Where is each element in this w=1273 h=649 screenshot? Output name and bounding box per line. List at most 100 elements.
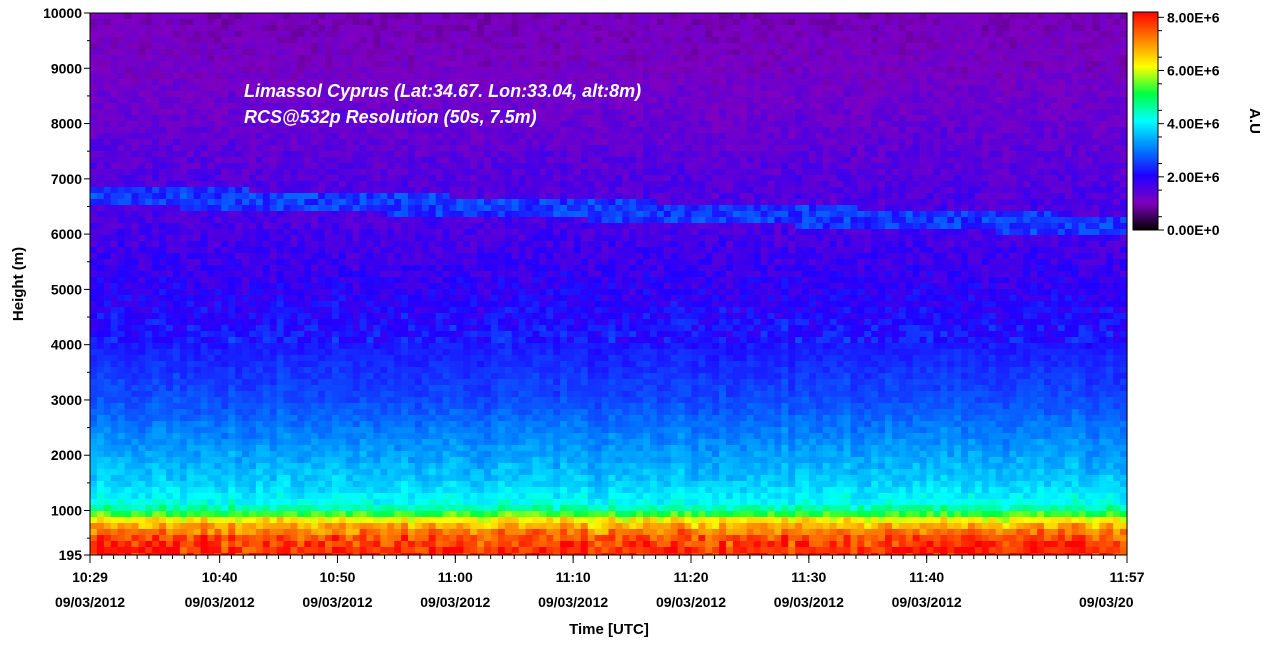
heatmap-cell [442, 91, 451, 97]
heatmap-cell [193, 415, 202, 421]
heatmap-cell [207, 199, 216, 205]
heatmap-cell [352, 151, 361, 157]
heatmap-cell [186, 373, 195, 379]
heatmap-cell [428, 25, 437, 31]
heatmap-cell [345, 325, 354, 331]
heatmap-cell [366, 433, 375, 439]
heatmap-cell [338, 409, 347, 415]
heatmap-cell [214, 229, 222, 235]
heatmap-cell [463, 349, 471, 355]
heatmap-cell [166, 295, 174, 301]
heatmap-cell [207, 547, 216, 553]
heatmap-cell [318, 349, 326, 355]
heatmap-cell [318, 433, 326, 439]
heatmap-cell [193, 319, 202, 325]
heatmap-cell [463, 433, 471, 439]
heatmap-cell [90, 73, 98, 79]
heatmap-cell [186, 235, 195, 241]
heatmap-cell [172, 289, 181, 295]
heatmap-cell [172, 259, 181, 265]
heatmap-cell [387, 331, 395, 337]
heatmap-cell [421, 379, 430, 385]
heatmap-cell [449, 259, 457, 265]
heatmap-cell [435, 199, 444, 205]
heatmap-cell [318, 337, 326, 343]
heatmap-cell [172, 55, 181, 61]
heatmap-cell [262, 331, 271, 337]
heatmap-cell [145, 217, 153, 223]
heatmap-cell [345, 97, 354, 103]
heatmap-cell [387, 415, 395, 421]
heatmap-cell [172, 421, 181, 427]
heatmap-cell [255, 187, 264, 193]
heatmap-cell [200, 43, 209, 49]
heatmap-cell [166, 253, 174, 259]
heatmap-cell [145, 85, 153, 91]
heatmap-cell [428, 445, 437, 451]
heatmap-cell [345, 61, 354, 67]
heatmap-cell [435, 145, 444, 151]
heatmap-cell [352, 103, 361, 109]
heatmap-cell [249, 97, 257, 103]
heatmap-cell [456, 235, 464, 241]
heatmap-cell [401, 49, 409, 55]
heatmap-cell [235, 499, 243, 505]
heatmap-cell [359, 553, 368, 555]
heatmap-cell [325, 421, 333, 427]
heatmap-cell [228, 37, 236, 43]
heatmap-cell [262, 13, 271, 19]
heatmap-cell [276, 421, 285, 427]
heatmap-cell [103, 463, 112, 469]
heatmap-cell [214, 31, 222, 37]
heatmap-cell [249, 487, 257, 493]
heatmap-cell [318, 463, 326, 469]
heatmap-cell [304, 127, 312, 133]
heatmap-cell [297, 19, 305, 25]
heatmap-cell [228, 241, 236, 247]
heatmap-cell [152, 313, 160, 319]
heatmap-cell [110, 139, 119, 145]
heatmap-cell [103, 133, 112, 139]
heatmap-cell [456, 337, 464, 343]
heatmap-cell [138, 217, 146, 223]
heatmap-cell [331, 319, 340, 325]
heatmap-cell [359, 211, 368, 217]
heatmap-cell [304, 373, 312, 379]
heatmap-cell [255, 241, 264, 247]
heatmap-cell [421, 103, 430, 109]
heatmap-cell [442, 331, 451, 337]
heatmap-cell [290, 343, 298, 349]
heatmap-cell [456, 475, 464, 481]
heatmap-cell [394, 127, 402, 133]
heatmap-cell [387, 475, 395, 481]
heatmap-cell [283, 79, 292, 85]
heatmap-cell [124, 247, 133, 253]
heatmap-cell [414, 331, 423, 337]
heatmap-cell [193, 91, 202, 97]
heatmap-cell [262, 37, 271, 43]
heatmap-cell [166, 151, 174, 157]
heatmap-cell [110, 529, 119, 535]
heatmap-cell [249, 373, 257, 379]
heatmap-cell [352, 115, 361, 121]
heatmap-cell [269, 331, 278, 337]
heatmap-cell [138, 103, 146, 109]
heatmap-cell [131, 361, 139, 367]
heatmap-cell [421, 127, 430, 133]
heatmap-cell [228, 469, 236, 475]
heatmap-cell [207, 553, 216, 555]
heatmap-cell [179, 301, 188, 307]
heatmap-cell [117, 511, 126, 517]
heatmap-cell [380, 307, 388, 313]
heatmap-cell [297, 277, 305, 283]
heatmap-cell [193, 391, 202, 397]
heatmap-cell [338, 529, 347, 535]
heatmap-cell [124, 355, 133, 361]
heatmap-cell [228, 535, 236, 541]
heatmap-cell [421, 55, 430, 61]
heatmap-cell [456, 151, 464, 157]
heatmap-cell [172, 205, 181, 211]
heatmap-cell [435, 43, 444, 49]
heatmap-cell [283, 205, 292, 211]
heatmap-cell [442, 409, 451, 415]
